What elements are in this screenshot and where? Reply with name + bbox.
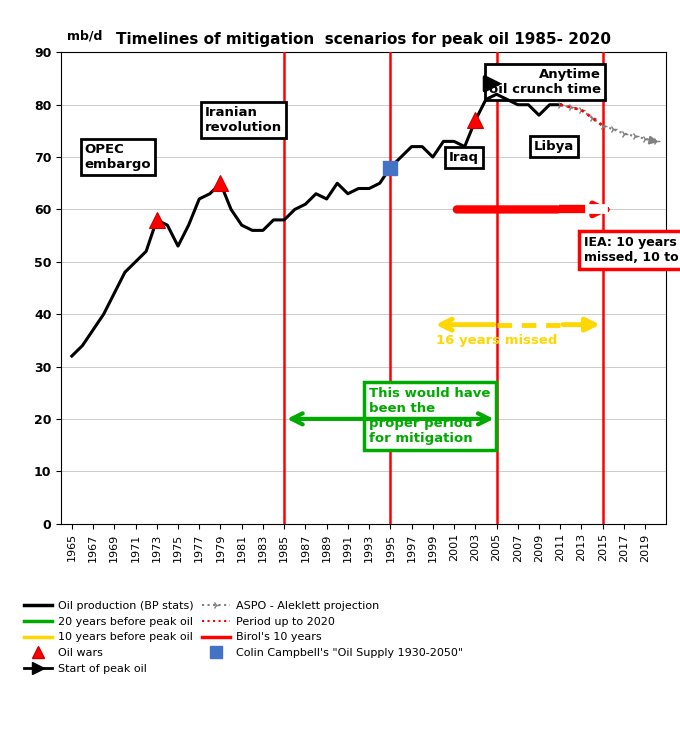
Text: Anytime
oil crunch time: Anytime oil crunch time (488, 68, 600, 96)
Text: This would have
been the
proper period
for mitigation: This would have been the proper period f… (369, 387, 490, 445)
Legend: Oil production (BP stats), 20 years before peak oil, 10 years before peak oil, O: Oil production (BP stats), 20 years befo… (24, 601, 462, 673)
Title: Timelines of mitigation  scenarios for peak oil 1985- 2020: Timelines of mitigation scenarios for pe… (116, 32, 611, 47)
Text: 16 years missed: 16 years missed (436, 334, 557, 347)
Text: mb/d: mb/d (67, 30, 103, 43)
Text: Iraq: Iraq (449, 150, 479, 164)
Text: Libya: Libya (534, 140, 574, 153)
Text: Iranian
revolution: Iranian revolution (205, 106, 282, 135)
Text: IEA: 10 years
missed, 10 to go: IEA: 10 years missed, 10 to go (583, 236, 680, 263)
Text: OPEC
embargo: OPEC embargo (84, 143, 151, 171)
